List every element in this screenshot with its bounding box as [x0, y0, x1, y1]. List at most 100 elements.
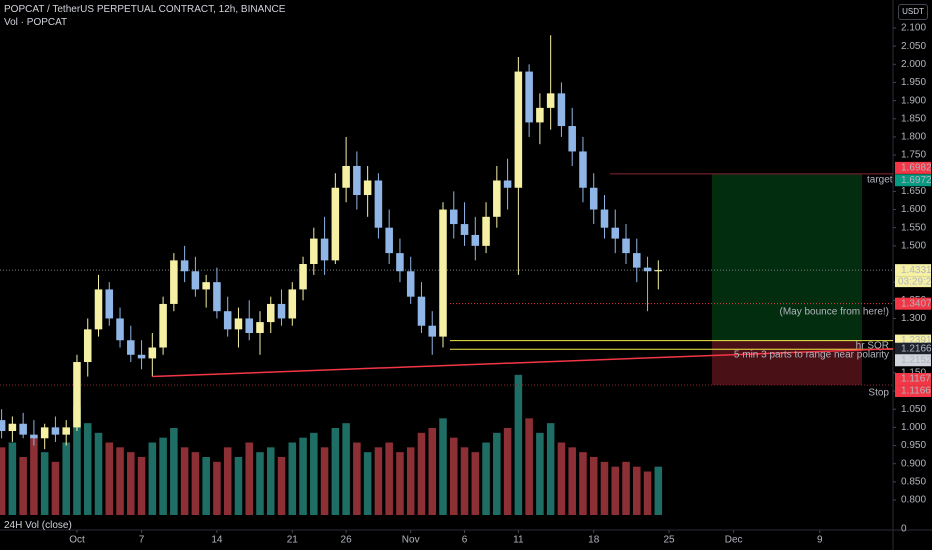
volume-bar — [417, 432, 426, 515]
volume-bar — [331, 428, 340, 515]
candle-body — [460, 224, 469, 235]
candle-body — [611, 227, 620, 239]
volume-bar — [202, 457, 210, 515]
annotation: target — [867, 175, 893, 186]
volume-bar — [320, 447, 329, 515]
candle-body — [589, 187, 598, 210]
volume-bar — [234, 457, 243, 515]
volume-bar — [449, 437, 458, 515]
y-tick-label: 2.050 — [901, 41, 926, 52]
volume-bar — [536, 432, 544, 515]
x-tick-label: Nov — [402, 535, 420, 546]
x-tick-label: 14 — [211, 535, 223, 546]
volume-bar — [525, 418, 533, 515]
volume-bar — [191, 452, 200, 515]
candle-body — [213, 282, 221, 312]
volume-tick-label: 0 — [901, 524, 907, 535]
price-tag — [895, 354, 931, 367]
countdown-tag — [895, 276, 931, 288]
candle-body — [234, 318, 243, 330]
price-tag — [895, 297, 931, 310]
y-tick-label: 1.050 — [901, 404, 926, 415]
y-tick-label: 1.900 — [901, 95, 926, 106]
volume-bar — [471, 452, 480, 515]
candle-body — [19, 423, 27, 435]
price-tag-label: 1.6982 — [901, 163, 932, 174]
volume-bar — [460, 447, 469, 515]
volume-bar — [310, 432, 318, 515]
volume-bar — [493, 432, 501, 515]
y-tick-label: 1.750 — [901, 150, 926, 161]
y-tick-label: 1.550 — [901, 222, 926, 233]
volume-bar — [180, 447, 189, 515]
candle-body — [51, 427, 60, 435]
x-tick-label: 6 — [462, 535, 468, 546]
x-tick-label: 7 — [139, 535, 145, 546]
candle-body — [159, 303, 167, 348]
x-tick-label: 26 — [341, 535, 353, 546]
y-tick-label: 0.800 — [901, 495, 926, 506]
x-tick-label: 21 — [287, 535, 299, 546]
volume-bar — [363, 452, 372, 515]
annotation: 5 min 3 parts to range near polarity — [734, 350, 889, 361]
y-tick-label: 1.000 — [901, 422, 926, 433]
volume-bar — [213, 461, 221, 515]
volume-bar — [342, 423, 350, 515]
candle-body — [600, 209, 609, 228]
annotation: hr SOR — [856, 341, 889, 352]
candle-body — [320, 238, 329, 261]
volume-bar — [439, 418, 447, 515]
candle-body — [536, 107, 544, 123]
price-tag-label: 1.2166 — [901, 343, 932, 354]
y-tick-label: 1.600 — [901, 204, 926, 215]
x-tick-label: 18 — [588, 535, 600, 546]
volume-bar — [8, 442, 17, 515]
annotation: (May bounce from here!) — [780, 307, 890, 318]
candle-body — [342, 165, 350, 188]
volume-bar — [579, 452, 587, 515]
volume-bar — [299, 437, 307, 515]
candle-body — [127, 340, 135, 355]
candle-body — [406, 271, 415, 297]
candle-body — [0, 420, 6, 432]
volume-bar — [396, 452, 404, 515]
volume-bar — [643, 471, 652, 515]
candle-body — [30, 434, 38, 439]
volume-bar — [223, 447, 232, 515]
price-tag-label: 1.3407 — [901, 298, 932, 309]
volume-bar — [654, 466, 663, 515]
candle-body — [428, 325, 437, 337]
candle-body — [385, 227, 393, 254]
price-tag-label: 1.2152 — [901, 355, 932, 366]
candle-body — [148, 347, 157, 359]
candle-body — [417, 296, 426, 326]
candle-body — [40, 427, 49, 439]
volume-bar — [600, 461, 609, 515]
chart-title: POPCAT / TetherUS PERPETUAL CONTRACT, 12… — [4, 4, 286, 15]
trendline — [152, 347, 894, 378]
volume-bar — [633, 466, 641, 515]
volume-bar — [40, 452, 49, 515]
volume-title: 24H Vol (close) — [4, 520, 72, 531]
volume-bar — [116, 447, 124, 515]
volume-bar — [159, 437, 167, 515]
candle-body — [266, 303, 275, 323]
candle-body — [277, 303, 286, 319]
candle-body — [245, 318, 253, 333]
candle-body — [482, 216, 490, 246]
volume-bar — [568, 447, 576, 515]
candle-body — [525, 71, 533, 123]
volume-bar — [589, 457, 598, 515]
price-tag — [895, 161, 931, 174]
y-tick-label: 1.800 — [901, 132, 926, 143]
currency-button[interactable]: USDT — [898, 4, 928, 20]
volume-bar — [51, 461, 60, 515]
volume-bar — [105, 442, 114, 515]
price-tag — [895, 385, 931, 398]
y-tick-label: 0.900 — [901, 458, 926, 469]
candle-body — [170, 260, 178, 304]
volume-bar — [288, 442, 297, 515]
candle-body — [514, 71, 523, 188]
volume-bar — [277, 457, 286, 515]
